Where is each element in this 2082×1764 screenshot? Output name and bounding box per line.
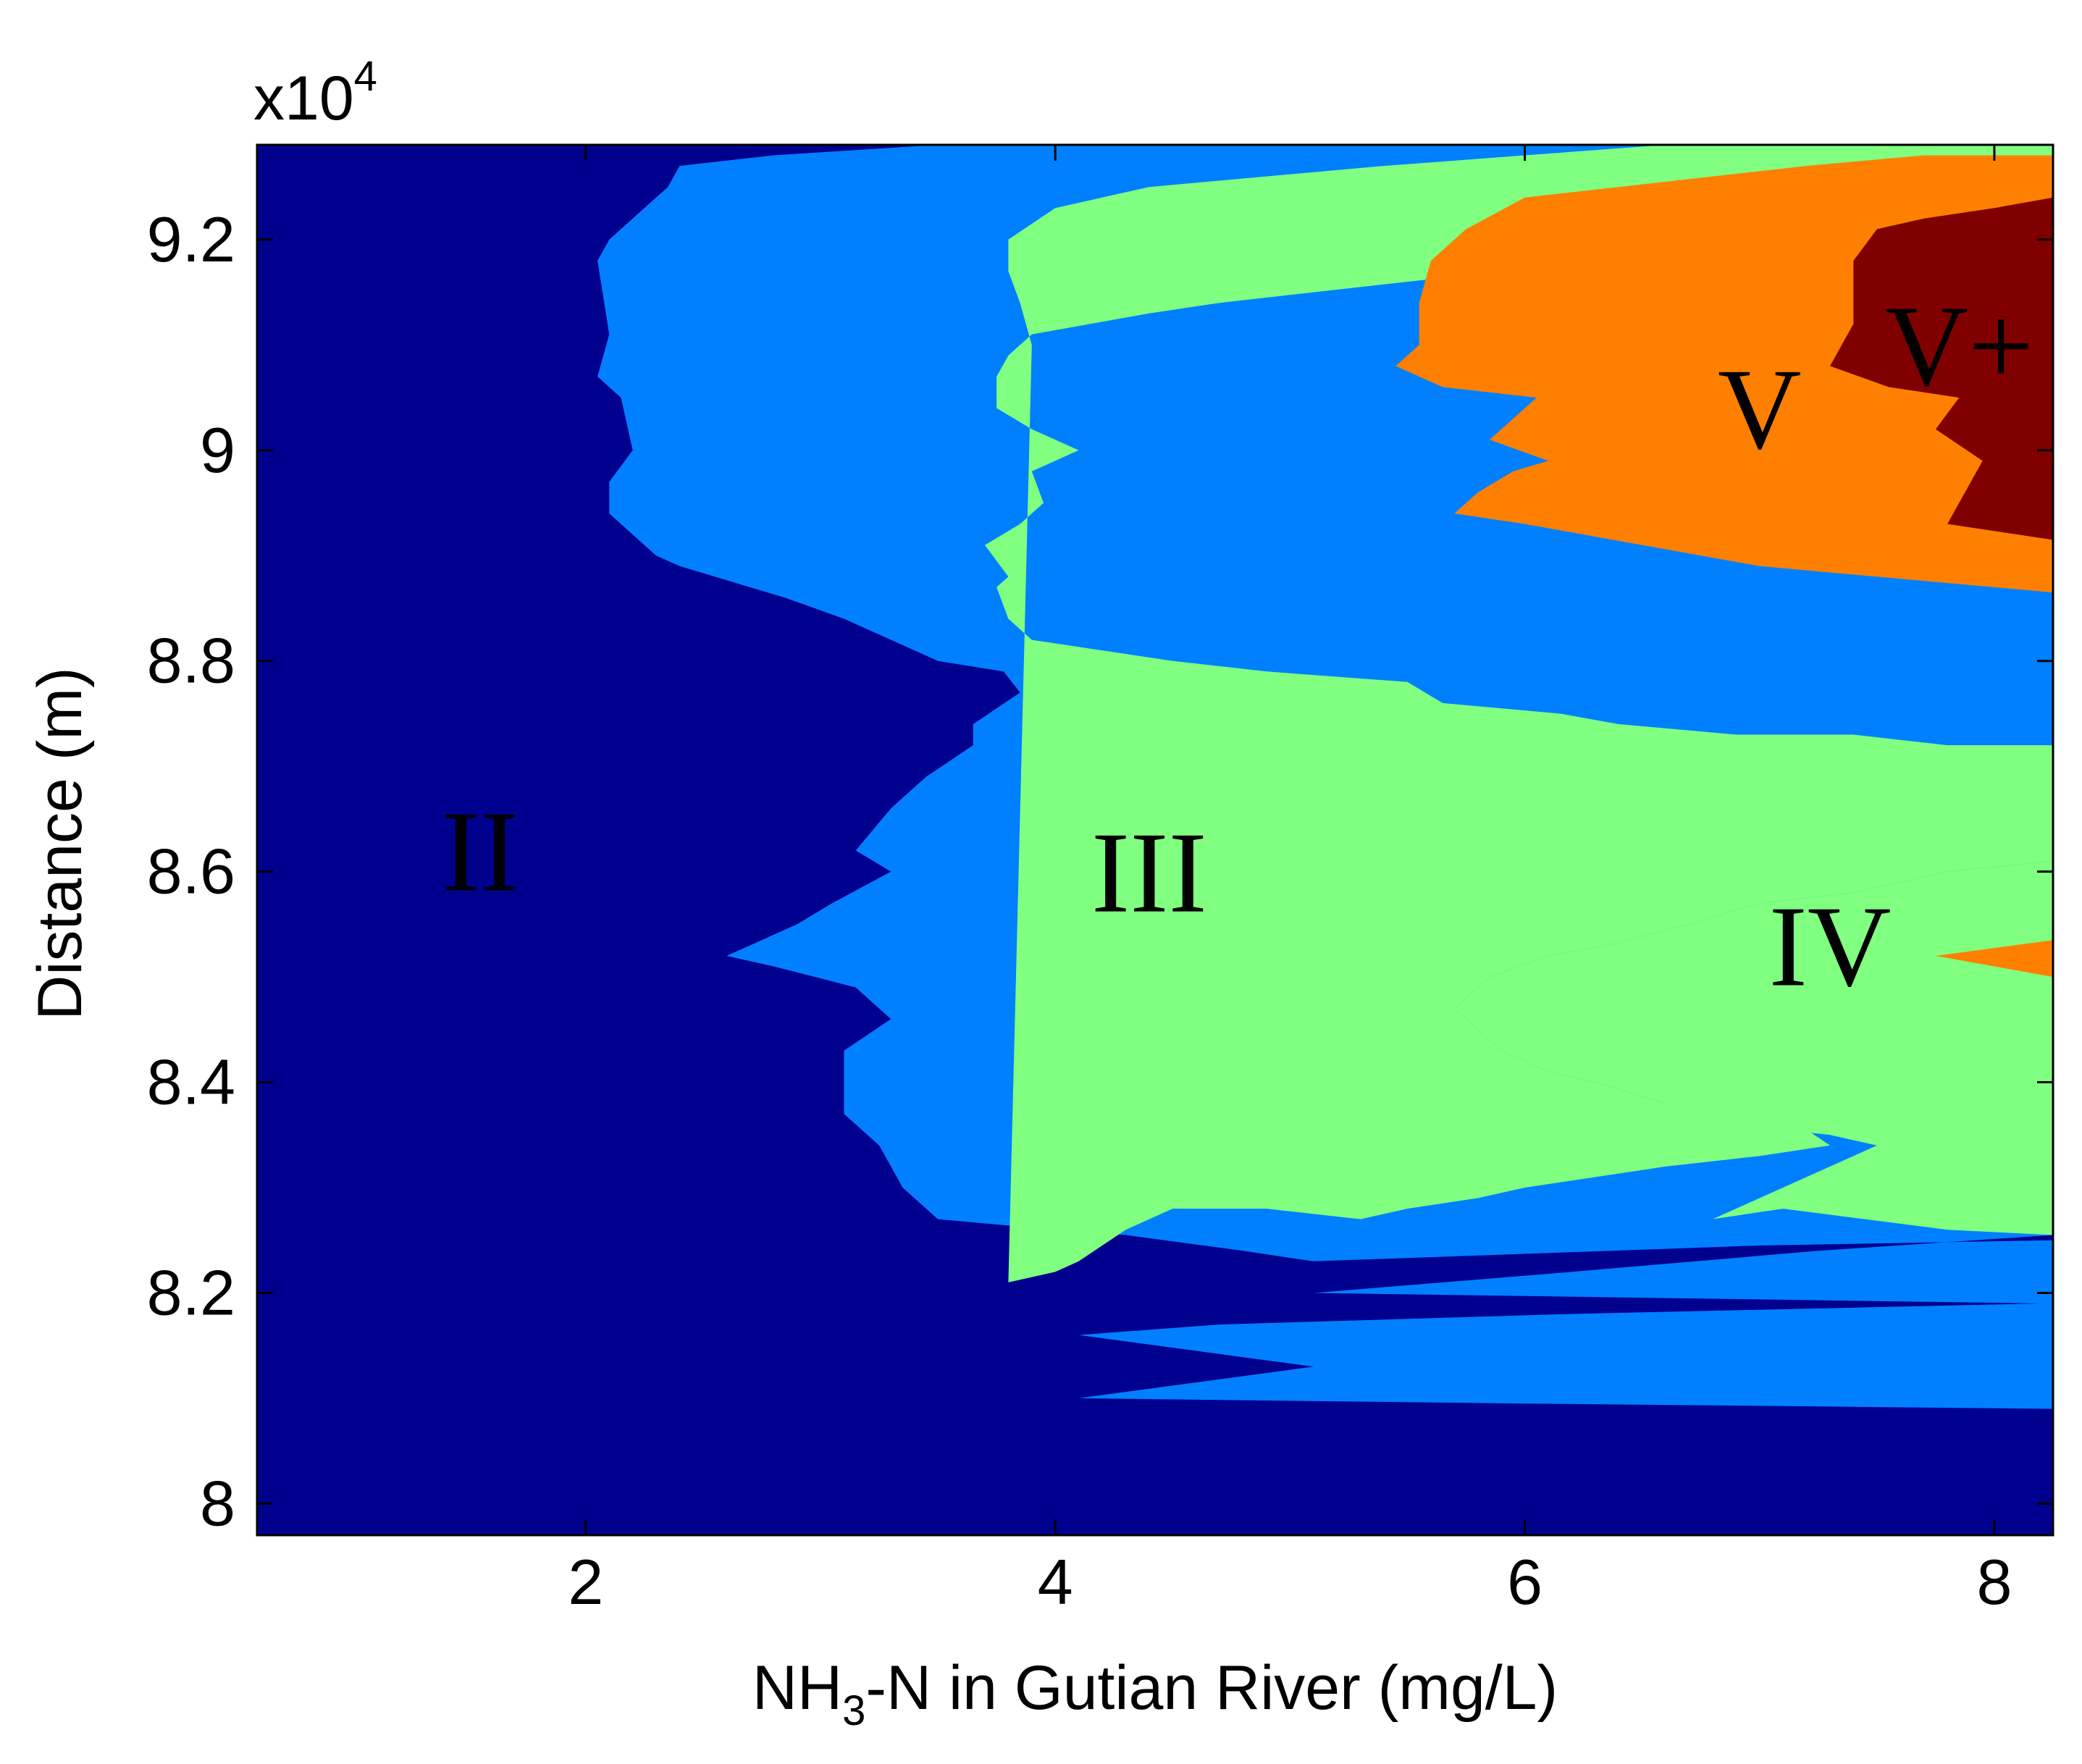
region-iv-lower xyxy=(1454,861,2053,1235)
y-tick-label: 8.2 xyxy=(147,1256,235,1328)
y-tick-label: 9 xyxy=(200,414,235,486)
plot-frame xyxy=(256,143,2054,1537)
contour-regions xyxy=(597,145,2053,1409)
x-tick-label: 2 xyxy=(568,1546,603,1618)
x-axis-title-prefix: NH xyxy=(752,1653,842,1723)
region-label: V xyxy=(1718,345,1802,474)
x-axis-title-suffix: -N in Gutian River (mg/L) xyxy=(865,1653,1558,1723)
y-tick-label: 8 xyxy=(200,1467,235,1539)
region-label: III xyxy=(1091,808,1207,937)
x-tick-label: 6 xyxy=(1507,1546,1542,1618)
region-v- xyxy=(1830,197,2053,540)
region-label: II xyxy=(442,787,519,916)
y-multiplier-exponent: 4 xyxy=(354,53,377,100)
y-tick-label: 8.8 xyxy=(147,625,235,697)
y-multiplier-base: x10 xyxy=(253,64,354,133)
y-axis-title: Distance (m) xyxy=(25,667,95,1020)
y-tick-label: 8.4 xyxy=(147,1046,235,1118)
y-tick-label: 9.2 xyxy=(147,203,235,275)
x-tick-label: 8 xyxy=(1976,1546,2012,1618)
axis-ticks: 2 4 6 8 8 8.2 8.4 8.6 8.8 9 9.2 xyxy=(147,145,2053,1618)
region-label: V+ xyxy=(1884,281,2033,410)
x-axis-title-subscript: 3 xyxy=(842,1687,865,1734)
region-label: IV xyxy=(1769,881,1892,1010)
region-iv xyxy=(985,145,2053,1282)
y-multiplier: x104 xyxy=(253,53,377,133)
x-axis-title: NH3-N in Gutian River (mg/L) xyxy=(752,1653,1558,1734)
x-tick-label: 4 xyxy=(1038,1546,1073,1618)
region-v-small xyxy=(1935,940,2053,978)
y-tick-label: 8.6 xyxy=(147,836,235,907)
